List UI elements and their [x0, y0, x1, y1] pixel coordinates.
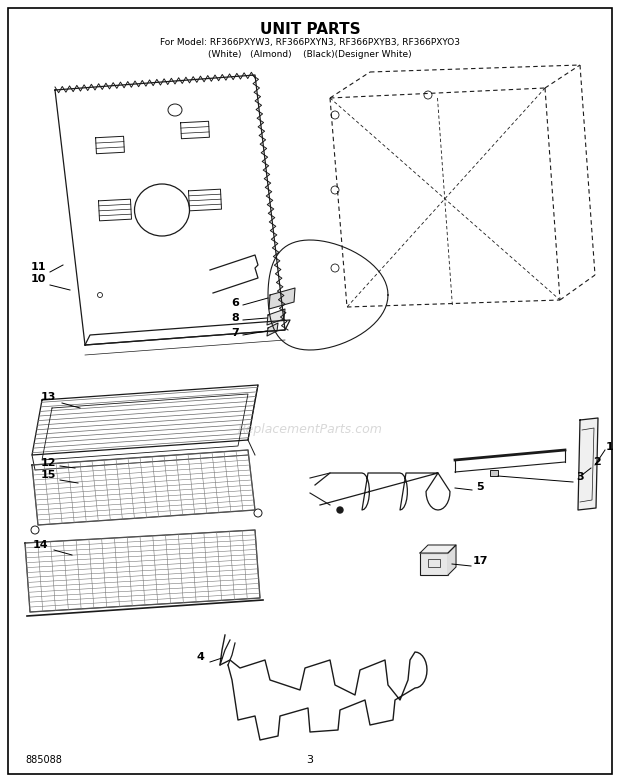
- Circle shape: [337, 507, 343, 513]
- Text: 15: 15: [40, 470, 56, 480]
- Text: 885088: 885088: [25, 755, 62, 765]
- Text: 10: 10: [30, 274, 46, 284]
- Polygon shape: [267, 323, 278, 336]
- Text: 3: 3: [576, 472, 584, 482]
- Text: 7: 7: [231, 328, 239, 338]
- Text: For Model: RF366PXYW3, RF366PXYN3, RF366PXYB3, RF366PXYO3: For Model: RF366PXYW3, RF366PXYN3, RF366…: [160, 38, 460, 47]
- Bar: [490, 470, 498, 476]
- Text: 4: 4: [196, 652, 204, 662]
- Text: 13: 13: [40, 392, 56, 402]
- Polygon shape: [420, 545, 456, 553]
- Text: 2: 2: [593, 457, 601, 467]
- Text: 6: 6: [231, 298, 239, 308]
- Text: UNIT PARTS: UNIT PARTS: [260, 22, 360, 37]
- Text: ReplacementParts.com: ReplacementParts.com: [237, 424, 383, 436]
- Text: 12: 12: [40, 458, 56, 468]
- Polygon shape: [448, 545, 456, 575]
- Text: 3: 3: [306, 755, 314, 765]
- Text: 14: 14: [32, 540, 48, 550]
- Bar: [428, 559, 440, 567]
- Text: 8: 8: [231, 313, 239, 323]
- Polygon shape: [578, 418, 598, 510]
- Text: 11: 11: [30, 262, 46, 272]
- Text: 1: 1: [606, 442, 614, 452]
- Polygon shape: [269, 288, 295, 309]
- Polygon shape: [267, 309, 285, 325]
- Text: 17: 17: [473, 556, 489, 566]
- Bar: [420, 553, 448, 575]
- Text: 5: 5: [476, 482, 484, 492]
- Text: (White)   (Almond)    (Black)(Designer White): (White) (Almond) (Black)(Designer White): [208, 50, 412, 59]
